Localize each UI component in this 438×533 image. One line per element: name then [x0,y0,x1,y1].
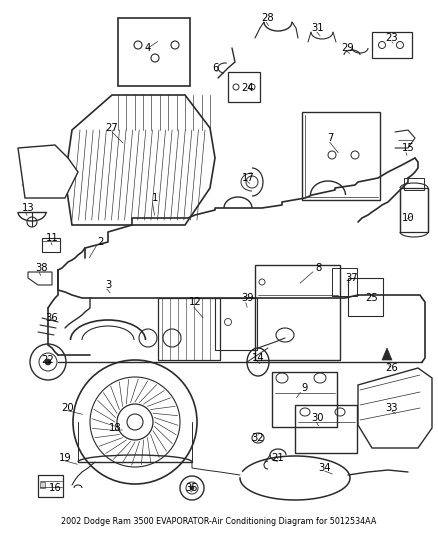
Text: 26: 26 [385,363,399,373]
Bar [372,32,412,58]
Text: 7: 7 [327,133,333,143]
Text: 31: 31 [312,23,324,33]
Bar [38,475,63,497]
Text: 36: 36 [46,313,58,323]
Text: 10: 10 [402,213,414,223]
Text: 16: 16 [49,483,61,493]
Text: 23: 23 [386,33,398,43]
Text: 8: 8 [315,263,321,273]
Bar [302,112,380,200]
Polygon shape [382,348,392,360]
Text: 22: 22 [42,355,54,365]
Bar [255,265,340,360]
Bar [40,482,45,488]
Bar [272,372,337,427]
Text: 4: 4 [145,43,151,53]
Bar [348,278,383,316]
Text: 39: 39 [242,293,254,303]
Text: 32: 32 [252,433,264,443]
Text: 2: 2 [97,237,103,247]
Bar [295,405,357,453]
Polygon shape [65,95,215,225]
Text: 18: 18 [109,423,121,433]
Text: 33: 33 [386,403,398,413]
Text: 34: 34 [319,463,331,473]
Text: 2002 Dodge Ram 3500 EVAPORATOR-Air Conditioning Diagram for 5012534AA: 2002 Dodge Ram 3500 EVAPORATOR-Air Condi… [61,518,377,527]
Text: 15: 15 [402,143,414,153]
Bar [332,268,357,296]
Text: 6: 6 [212,63,218,73]
Text: 11: 11 [46,233,58,243]
Text: 13: 13 [22,203,34,213]
Bar [118,18,190,86]
Polygon shape [358,368,432,448]
Bar [228,72,260,102]
Circle shape [190,486,194,490]
Polygon shape [28,272,52,285]
Bar [215,298,257,350]
Text: 3: 3 [105,280,111,290]
Text: 12: 12 [189,297,201,307]
Text: 14: 14 [252,353,264,363]
Text: 35: 35 [186,483,198,493]
Text: 38: 38 [36,263,48,273]
Text: 37: 37 [346,273,358,283]
Bar [404,178,424,190]
Polygon shape [18,145,78,198]
Bar [42,238,60,252]
Text: 30: 30 [312,413,324,423]
Text: 17: 17 [242,173,254,183]
Text: 19: 19 [59,453,71,463]
Text: 28: 28 [261,13,274,23]
Text: 20: 20 [62,403,74,413]
Bar [400,188,428,232]
Text: 21: 21 [272,453,284,463]
Circle shape [45,359,51,365]
Text: 1: 1 [152,193,158,203]
Text: 9: 9 [302,383,308,393]
Bar [158,298,220,360]
Text: 25: 25 [366,293,378,303]
Text: 27: 27 [106,123,118,133]
Text: 24: 24 [242,83,254,93]
Text: 29: 29 [342,43,354,53]
Text: 5: 5 [29,160,35,170]
